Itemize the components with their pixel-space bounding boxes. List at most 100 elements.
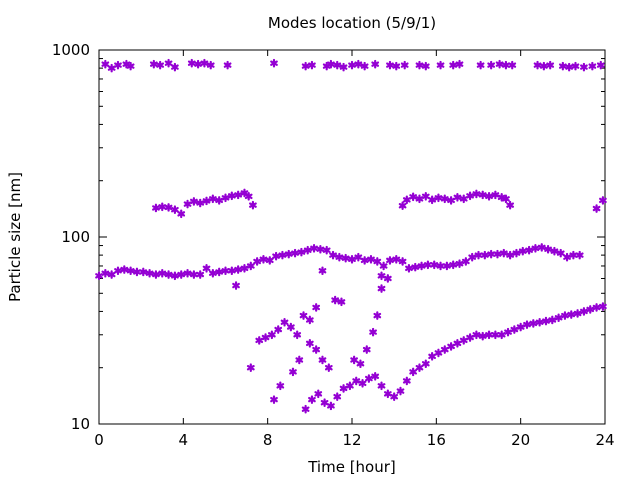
data-point xyxy=(362,345,371,354)
data-point xyxy=(339,384,348,393)
data-point xyxy=(497,330,506,340)
data-point xyxy=(202,264,211,273)
data-point xyxy=(301,61,310,71)
data-point xyxy=(386,256,394,265)
data-point xyxy=(276,381,285,391)
data-point xyxy=(440,345,449,354)
y-tick-label: 1000 xyxy=(52,41,90,59)
data-point xyxy=(221,193,230,203)
x-tick-label: 0 xyxy=(94,431,104,449)
data-point xyxy=(510,325,519,334)
data-point xyxy=(194,59,202,69)
data-point xyxy=(436,261,445,271)
data-point xyxy=(402,376,411,386)
data-point xyxy=(565,62,574,72)
data-point xyxy=(466,191,474,201)
data-point xyxy=(101,268,110,278)
data-point xyxy=(499,248,508,258)
data-point xyxy=(280,317,289,327)
data-point xyxy=(421,61,430,71)
data-point xyxy=(190,197,198,206)
data-point xyxy=(346,381,354,391)
data-point xyxy=(206,60,215,70)
data-point xyxy=(542,316,550,326)
data-point xyxy=(114,266,122,276)
data-point xyxy=(531,244,540,253)
data-point xyxy=(202,196,211,206)
data-point xyxy=(599,302,607,311)
data-point xyxy=(596,60,605,70)
data-point xyxy=(295,355,304,365)
data-point xyxy=(227,191,236,201)
data-point xyxy=(369,327,377,337)
data-point xyxy=(400,60,409,70)
data-point xyxy=(411,262,420,272)
data-point xyxy=(234,265,243,274)
data-point xyxy=(183,268,192,278)
data-point xyxy=(546,60,555,70)
data-point xyxy=(599,196,607,205)
data-point xyxy=(253,257,261,266)
data-point xyxy=(421,192,430,201)
data-point xyxy=(396,386,405,396)
data-point xyxy=(487,60,496,70)
data-point xyxy=(533,60,542,70)
x-tick-label: 12 xyxy=(342,431,361,449)
x-tick-label: 24 xyxy=(595,431,614,449)
data-point xyxy=(126,266,135,276)
data-point xyxy=(398,201,407,211)
data-point xyxy=(183,199,192,209)
data-point xyxy=(333,60,342,70)
data-point xyxy=(447,342,455,351)
data-point xyxy=(443,261,451,271)
data-point xyxy=(114,60,122,70)
x-tick-label: 8 xyxy=(263,431,273,449)
data-point xyxy=(529,319,538,328)
data-point xyxy=(350,355,358,365)
data-point xyxy=(152,203,160,213)
data-point xyxy=(171,205,179,214)
data-point xyxy=(392,254,401,264)
data-point xyxy=(449,60,458,70)
data-point xyxy=(164,203,173,212)
data-point xyxy=(274,325,283,334)
data-point xyxy=(537,243,546,252)
data-point xyxy=(164,270,173,279)
data-point xyxy=(415,194,424,204)
data-point xyxy=(335,252,344,262)
data-point xyxy=(428,352,436,361)
data-point xyxy=(402,195,411,205)
data-point xyxy=(580,307,588,316)
data-point xyxy=(227,266,236,276)
data-point xyxy=(405,264,413,273)
data-point xyxy=(208,268,217,278)
data-point xyxy=(567,310,576,319)
y-tick-label: 100 xyxy=(61,228,90,246)
data-point xyxy=(485,330,493,340)
data-point xyxy=(417,261,426,271)
data-point xyxy=(516,322,525,332)
data-point xyxy=(249,200,257,210)
y-axis-label: Particle size [nm] xyxy=(6,172,24,302)
data-point xyxy=(472,330,481,340)
data-point xyxy=(268,330,276,340)
data-point xyxy=(472,189,481,199)
data-point xyxy=(377,271,386,281)
data-point xyxy=(409,192,418,202)
chart-title: Modes location (5/9/1) xyxy=(268,14,436,32)
data-point xyxy=(337,297,346,307)
data-point xyxy=(259,254,268,264)
data-point xyxy=(506,250,514,260)
data-point xyxy=(171,62,179,72)
data-point xyxy=(360,256,369,265)
data-point xyxy=(339,62,348,72)
data-point xyxy=(156,60,165,70)
data-point xyxy=(270,395,278,404)
data-point xyxy=(196,270,205,279)
data-point xyxy=(544,244,552,254)
data-point xyxy=(554,313,563,323)
data-point xyxy=(428,195,436,205)
data-point xyxy=(327,401,335,411)
data-point xyxy=(491,190,500,200)
